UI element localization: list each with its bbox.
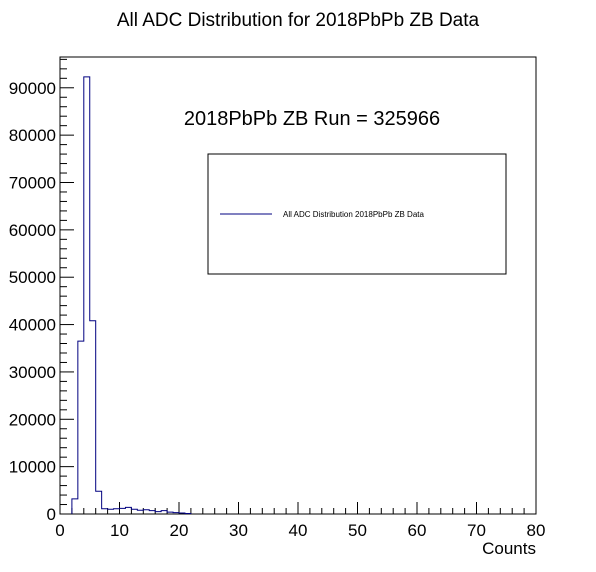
x-tick-label: 0 <box>55 521 64 540</box>
x-tick-label: 80 <box>527 521 546 540</box>
x-tick-label: 40 <box>289 521 308 540</box>
y-tick-labels: 0 10000 20000 30000 40000 50000 60000 70000 8000… <box>9 79 56 524</box>
axis-ticks <box>59 58 537 515</box>
y-tick-label: 70000 <box>9 173 56 192</box>
run-annotation: 2018PbPb ZB Run = 325966 <box>184 108 440 130</box>
x-tick-label: 20 <box>170 521 189 540</box>
y-tick-label: 60000 <box>9 221 56 240</box>
x-tick-label: 50 <box>348 521 367 540</box>
legend: All ADC Distribution 2018PbPb ZB Data <box>207 153 507 275</box>
y-tick-label: 50000 <box>9 268 56 287</box>
y-tick-label: 90000 <box>9 79 56 98</box>
y-tick-label: 0 <box>47 505 56 524</box>
y-tick-label: 80000 <box>9 126 56 145</box>
y-tick-label: 10000 <box>9 458 56 477</box>
y-tick-label: 30000 <box>9 363 56 382</box>
y-tick-label: 40000 <box>9 316 56 335</box>
x-tick-label: 30 <box>229 521 248 540</box>
x-tick-label: 60 <box>408 521 427 540</box>
y-tick-label: 20000 <box>9 410 56 429</box>
x-tick-labels: 0 10 20 30 40 50 60 70 80 <box>55 521 545 540</box>
x-tick-label: 70 <box>467 521 486 540</box>
chart-title: All ADC Distribution for 2018PbPb ZB Dat… <box>117 10 480 31</box>
histogram-series-line <box>71 76 192 515</box>
x-tick-label: 10 <box>110 521 129 540</box>
legend-label: All ADC Distribution 2018PbPb ZB Data <box>283 210 425 219</box>
x-axis-label: Counts <box>482 539 536 558</box>
